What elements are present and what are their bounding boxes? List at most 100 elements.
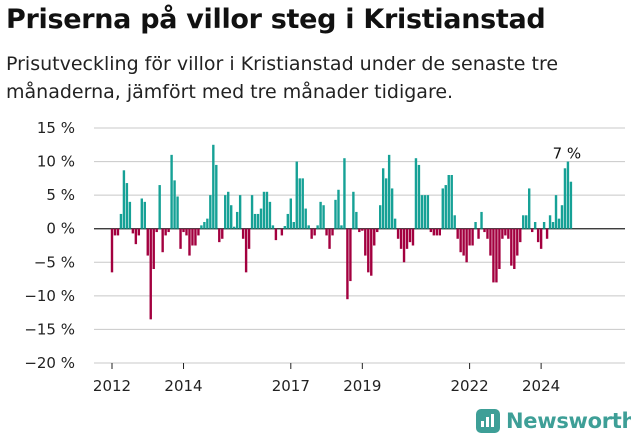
bar xyxy=(355,211,358,229)
bar xyxy=(548,215,552,229)
bar xyxy=(510,228,513,266)
bar xyxy=(215,164,218,229)
bar xyxy=(140,198,143,229)
bar xyxy=(429,228,433,233)
bar xyxy=(116,228,120,236)
bar xyxy=(188,228,191,256)
bar xyxy=(194,228,197,246)
brand-name: Newsworthy xyxy=(506,409,631,433)
bar xyxy=(262,191,266,229)
bar xyxy=(519,228,522,243)
bar xyxy=(203,222,206,229)
bar xyxy=(492,228,495,283)
bar xyxy=(528,188,531,229)
bar xyxy=(438,228,441,236)
bar xyxy=(495,228,498,283)
bar xyxy=(554,195,558,229)
bar xyxy=(253,213,257,229)
newsworthy-logo-icon xyxy=(476,409,500,433)
bar xyxy=(504,228,507,236)
page-subtitle: Prisutveckling för villor i Kristianstad… xyxy=(6,53,559,103)
bar xyxy=(173,180,176,229)
bar xyxy=(414,158,418,229)
bar xyxy=(349,228,352,282)
bar xyxy=(453,215,456,229)
bar xyxy=(197,228,200,236)
bar xyxy=(536,228,540,243)
bar xyxy=(376,228,379,233)
bar xyxy=(480,211,483,229)
newsworthy-logo: Newsworthy xyxy=(476,407,631,435)
bar xyxy=(390,188,394,229)
bar xyxy=(459,228,462,253)
bar xyxy=(361,228,364,231)
bar xyxy=(143,201,146,229)
bar xyxy=(304,208,307,229)
bar xyxy=(560,205,564,229)
bar xyxy=(498,228,501,269)
bar xyxy=(221,228,224,239)
bar xyxy=(274,228,278,241)
bar xyxy=(155,228,158,233)
bar xyxy=(265,191,269,229)
bar xyxy=(119,213,123,229)
y-tick-label: 10 % xyxy=(37,153,75,171)
x-tick-label: 2014 xyxy=(164,377,202,395)
bar xyxy=(313,228,316,236)
bar xyxy=(295,161,298,229)
bar xyxy=(384,178,388,229)
bar xyxy=(125,183,129,229)
bar xyxy=(131,228,135,234)
bar xyxy=(113,228,117,236)
bar xyxy=(250,195,254,229)
bar xyxy=(146,228,149,256)
bar xyxy=(343,158,346,229)
bar xyxy=(501,228,504,239)
bar xyxy=(474,222,477,229)
bar xyxy=(399,228,403,249)
bar xyxy=(405,228,409,249)
bar xyxy=(319,201,322,229)
bar xyxy=(286,213,290,229)
bar xyxy=(325,228,328,236)
y-axis-labels: 15 % 10 % 5 % 0 % −5 % −10 % −15 % −20 % xyxy=(24,119,75,372)
bar xyxy=(191,228,194,246)
bar xyxy=(423,195,427,229)
bar xyxy=(200,225,203,229)
bar xyxy=(322,205,325,229)
bar xyxy=(268,201,272,229)
y-tick-label: −10 % xyxy=(24,287,75,305)
bar xyxy=(331,228,334,236)
bar xyxy=(358,228,361,233)
bar xyxy=(545,228,549,239)
bar xyxy=(379,205,382,229)
bar xyxy=(516,228,519,256)
bar xyxy=(301,178,304,229)
bar xyxy=(218,228,221,243)
x-tick-label: 2012 xyxy=(93,377,131,395)
bar xyxy=(292,222,295,229)
bar xyxy=(110,228,114,273)
bar xyxy=(346,228,349,300)
bar xyxy=(259,208,263,229)
bar xyxy=(179,228,182,249)
y-tick-label: 0 % xyxy=(46,220,75,238)
x-tick-label: 2017 xyxy=(272,377,310,395)
bar xyxy=(530,228,534,233)
page-title: Priserna på villor steg i Kristianstad xyxy=(6,4,546,35)
bar xyxy=(152,228,155,269)
bar xyxy=(271,225,275,229)
y-tick-label: −5 % xyxy=(34,253,75,271)
bar xyxy=(513,228,516,269)
x-tick-label: 2019 xyxy=(343,377,381,395)
bar xyxy=(122,170,126,229)
bar xyxy=(408,228,412,243)
bar xyxy=(256,213,260,229)
bar xyxy=(557,218,561,229)
bar xyxy=(450,175,453,229)
bar xyxy=(238,195,242,229)
bar xyxy=(241,228,245,239)
bar xyxy=(185,228,188,236)
bar xyxy=(364,228,367,256)
